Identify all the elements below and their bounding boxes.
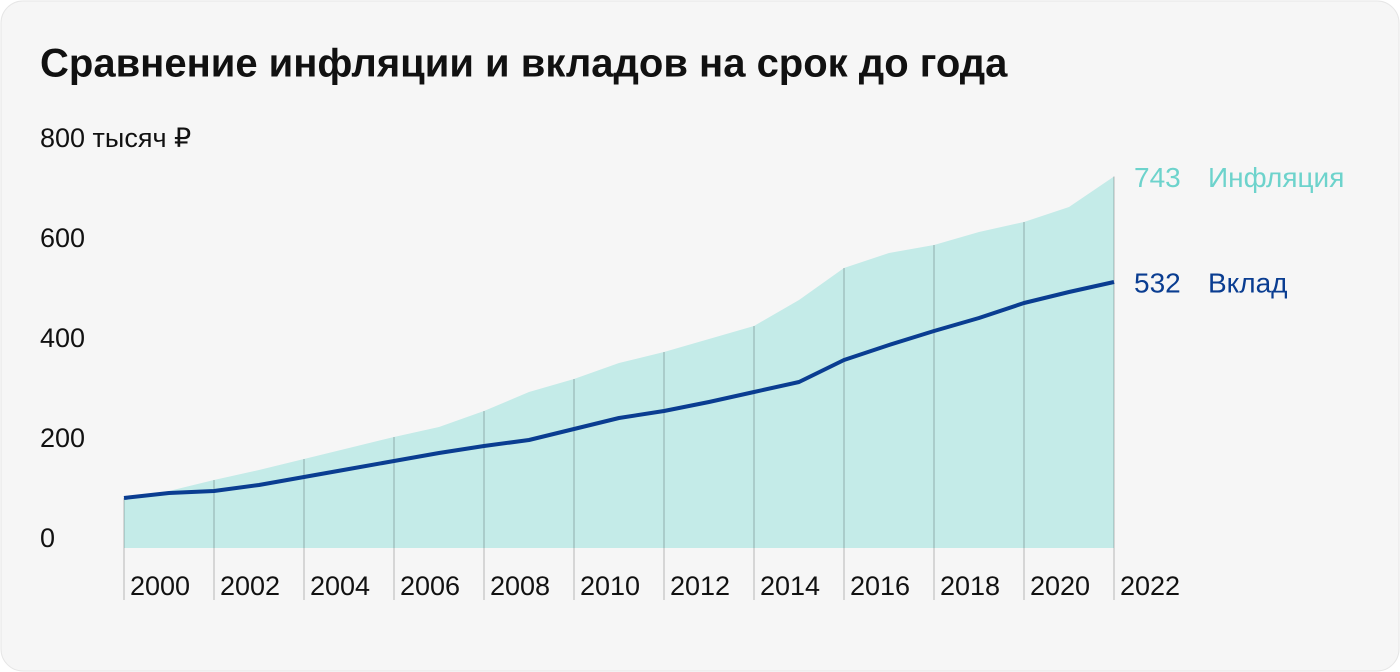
x-tick-label: 2022 (1120, 571, 1180, 601)
x-tick-label: 2006 (400, 571, 460, 601)
end-value-label: 743 (1134, 162, 1181, 193)
x-tick-label: 2016 (850, 571, 910, 601)
x-tick-label: 2010 (580, 571, 640, 601)
end-value-label: 532 (1134, 267, 1181, 298)
legend-label: Вклад (1208, 267, 1288, 298)
x-tick-label: 2008 (490, 571, 550, 601)
x-tick-label: 2018 (940, 571, 1000, 601)
x-tick-label: 2002 (220, 571, 280, 601)
area (124, 176, 1114, 548)
y-tick-label: 0 (40, 523, 55, 553)
y-tick-label: 800 тысяч ₽ (40, 123, 191, 153)
chart-title: Сравнение инфляции и вкладов на срок до … (40, 42, 1008, 86)
y-tick-label: 600 (40, 223, 85, 253)
legend-label: Инфляция (1208, 162, 1344, 193)
y-tick-label: 200 (40, 423, 85, 453)
x-tick-label: 2000 (130, 571, 190, 601)
x-tick-label: 2004 (310, 571, 370, 601)
x-tick-label: 2012 (670, 571, 730, 601)
line (123, 280, 1115, 500)
x-tick-label: 2014 (760, 571, 820, 601)
y-tick-label: 400 (40, 323, 85, 353)
x-tick-label: 2020 (1030, 571, 1090, 601)
